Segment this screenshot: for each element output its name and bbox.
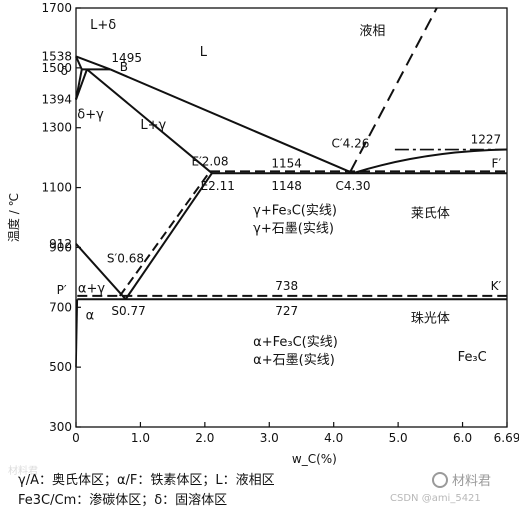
delta-label: δ	[61, 64, 68, 78]
a3-line	[75, 243, 127, 300]
y-tick-label: 700	[49, 300, 72, 314]
region-l-gamma: L+γ	[140, 118, 166, 133]
point-label-c: C4.30	[335, 179, 370, 193]
y-tick-label: 300	[49, 420, 72, 434]
temp-label-1394: 1394	[41, 93, 72, 107]
x-tick-label: 1.0	[131, 431, 150, 445]
region-delta-gamma: δ+γ	[77, 108, 104, 123]
point-label-s: S0.77	[111, 304, 145, 318]
logo-text: 材料君	[452, 474, 492, 489]
region-alpha: α	[86, 308, 95, 323]
point-label-e: E2.11	[201, 179, 235, 193]
isotherm-label-727: 727	[275, 304, 298, 318]
y-tick-label: 900	[49, 240, 72, 254]
point-label-b: B	[120, 60, 128, 74]
x-tick-label: 5.0	[389, 431, 408, 445]
delta-gamma-boundary-2	[75, 69, 88, 100]
x-tick-label: 0	[72, 431, 80, 445]
point-label-1495: 1495	[111, 51, 142, 65]
acm-graphite-line	[118, 170, 211, 297]
isotherm-label-1154: 1154	[271, 156, 302, 170]
point-label-c-prime: C′4.26	[332, 136, 370, 150]
solidus-line	[86, 68, 213, 174]
faint-watermark: 材料君	[8, 466, 38, 477]
point-label-e-prime: E′2.08	[191, 154, 228, 168]
fe3c-liquidus-curve	[352, 148, 508, 175]
isotherm-label-1227: 1227	[471, 133, 502, 147]
logo-watermark: 材料君	[432, 470, 491, 489]
delta-solidus-line	[75, 56, 83, 70]
x-tick-label: 2.0	[195, 431, 214, 445]
y-tick-label: 1100	[41, 181, 72, 195]
acm-line	[124, 172, 213, 300]
y-tick-label: 1700	[41, 1, 72, 15]
region-ledeburite: 莱氏体	[411, 207, 450, 222]
region-fe3c: Fe₃C	[458, 350, 487, 365]
y-tick-label: 1300	[41, 121, 72, 135]
x-axis-label: w_C(%)	[292, 452, 337, 466]
region-gamma-graphite: γ+石墨(实线)	[253, 221, 334, 236]
plot-axes: 300 500 700 900 1100 1300 1500 1700 0 1.0 2.0 3.0 4.…	[6, 1, 519, 466]
region-alpha-gamma: α+γ	[78, 281, 105, 296]
x-tick-label: 6.0	[453, 431, 472, 445]
region-alpha-graphite: α+石墨(实线)	[253, 353, 335, 368]
point-label-f-prime: F′	[492, 156, 502, 170]
y-tick-label: 1500	[41, 61, 72, 75]
x-tick-label: 6.69	[494, 431, 519, 445]
region-gamma-fe3c: γ+Fe₃C(实线)	[253, 204, 337, 219]
graphite-liquidus-line	[349, 7, 438, 172]
point-label-k-prime: K′	[491, 279, 502, 293]
plot-frame	[75, 7, 508, 428]
y-axis-label: 温度 / ℃	[6, 193, 21, 242]
x-tick-label: 3.0	[260, 431, 279, 445]
region-liquid: 液相	[359, 24, 385, 39]
region-alpha-fe3c: α+Fe₃C(实线)	[253, 335, 338, 350]
isotherm-label-1148: 1148	[271, 179, 302, 193]
region-pearlite: 珠光体	[411, 311, 450, 326]
x-tick-label: 4.0	[324, 431, 343, 445]
liquidus-line	[109, 68, 354, 175]
temp-label-1538: 1538	[41, 49, 72, 63]
liquidus-delta-line	[75, 55, 111, 71]
caption-line-2: Fe3C/Cm：渗碳体区；δ：固溶体区	[18, 493, 228, 508]
point-label-p-prime: P′	[57, 283, 67, 297]
isotherm-label-738: 738	[275, 279, 298, 293]
csdn-watermark: CSDN @ami_5421	[390, 493, 481, 504]
alpha-solvus-line	[75, 299, 79, 368]
y-tick-label: 500	[49, 360, 72, 374]
region-l: L	[200, 45, 208, 60]
region-l-delta: L+δ	[90, 18, 116, 33]
caption-line-1: γ/A：奥氏体区；α/F：铁素体区；L：液相区	[18, 473, 275, 488]
logo-icon	[432, 472, 448, 488]
phase-boundaries	[75, 7, 508, 368]
temp-label-912: 912	[49, 237, 72, 251]
point-label-s-prime: S′0.68	[107, 251, 144, 265]
